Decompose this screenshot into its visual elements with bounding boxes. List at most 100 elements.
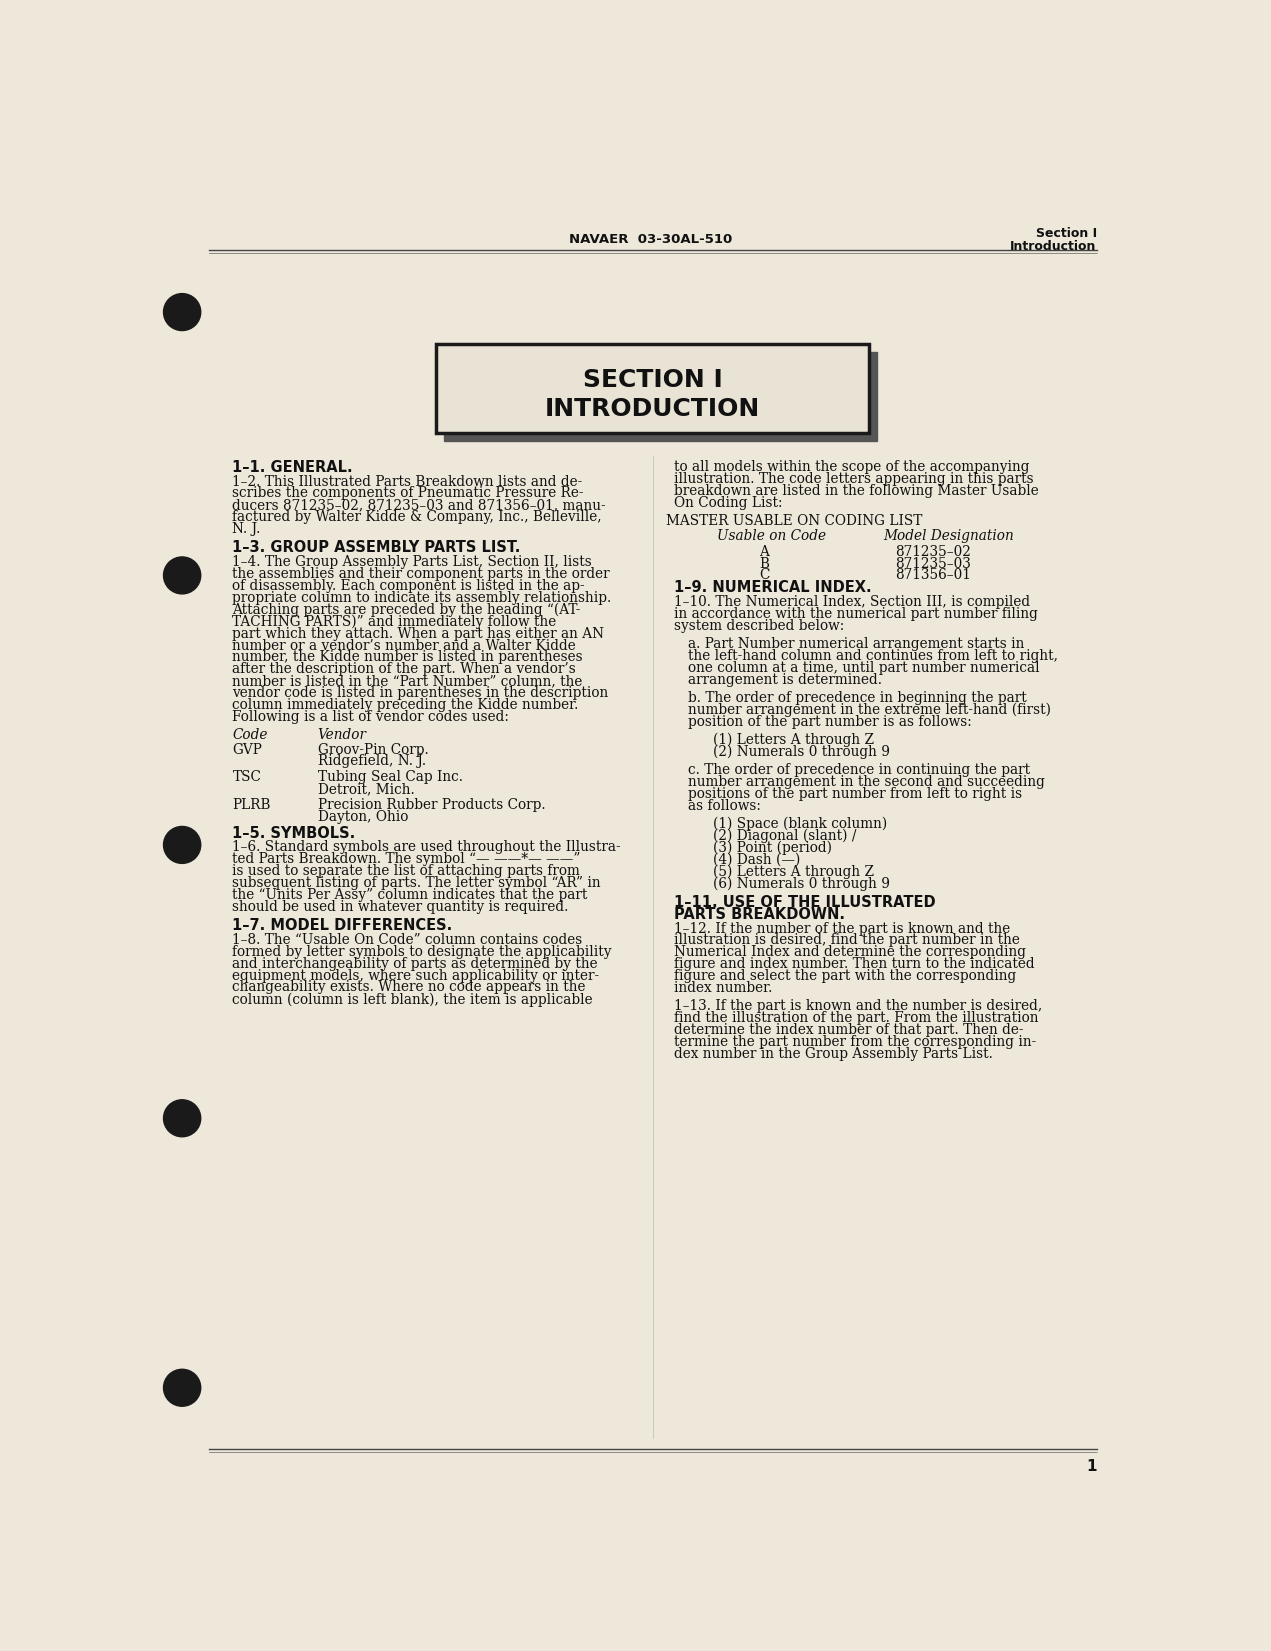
Text: in accordance with the numerical part number filing: in accordance with the numerical part nu… bbox=[674, 608, 1038, 621]
Text: Code: Code bbox=[233, 728, 268, 743]
Circle shape bbox=[164, 294, 201, 330]
Text: (2) Numerals 0 through 9: (2) Numerals 0 through 9 bbox=[713, 745, 890, 759]
Text: 1–13. If the part is known and the number is desired,: 1–13. If the part is known and the numbe… bbox=[674, 999, 1042, 1014]
Text: (2) Diagonal (slant) /: (2) Diagonal (slant) / bbox=[713, 829, 857, 844]
Text: 1–11. USE OF THE ILLUSTRATED: 1–11. USE OF THE ILLUSTRATED bbox=[674, 895, 935, 910]
Text: 1–4. The Group Assembly Parts List, Section II, lists: 1–4. The Group Assembly Parts List, Sect… bbox=[233, 555, 592, 570]
Text: (1) Letters A through Z: (1) Letters A through Z bbox=[713, 733, 874, 748]
Text: 1–3. GROUP ASSEMBLY PARTS LIST.: 1–3. GROUP ASSEMBLY PARTS LIST. bbox=[233, 540, 521, 555]
Text: Section I: Section I bbox=[1036, 228, 1097, 241]
Circle shape bbox=[164, 1100, 201, 1138]
Text: SECTION I: SECTION I bbox=[582, 368, 722, 391]
Text: 1–2. This Illustrated Parts Breakdown lists and de-: 1–2. This Illustrated Parts Breakdown li… bbox=[233, 474, 582, 489]
Text: 871235–02: 871235–02 bbox=[895, 545, 971, 558]
Text: position of the part number is as follows:: position of the part number is as follow… bbox=[688, 715, 972, 728]
Text: the “Units Per Assy” column indicates that the part: the “Units Per Assy” column indicates th… bbox=[233, 888, 588, 901]
Text: column (column is left blank), the item is applicable: column (column is left blank), the item … bbox=[233, 992, 594, 1007]
Text: Precision Rubber Products Corp.: Precision Rubber Products Corp. bbox=[318, 797, 545, 812]
Text: NAVAER  03-30AL-510: NAVAER 03-30AL-510 bbox=[569, 233, 732, 246]
Text: ted Parts Breakdown. The symbol “— ——*— ——”: ted Parts Breakdown. The symbol “— ——*— … bbox=[233, 852, 581, 867]
Text: B: B bbox=[760, 556, 769, 571]
Text: changeability exists. Where no code appears in the: changeability exists. Where no code appe… bbox=[233, 981, 586, 994]
Text: PARTS BREAKDOWN.: PARTS BREAKDOWN. bbox=[674, 906, 845, 921]
Text: number arrangement in the second and succeeding: number arrangement in the second and suc… bbox=[688, 774, 1045, 789]
Bar bbox=[444, 352, 877, 441]
Text: the left-hand column and continues from left to right,: the left-hand column and continues from … bbox=[688, 649, 1059, 664]
Text: to all models within the scope of the accompanying: to all models within the scope of the ac… bbox=[674, 461, 1030, 474]
Text: find the illustration of the part. From the illustration: find the illustration of the part. From … bbox=[674, 1012, 1038, 1025]
Text: (6) Numerals 0 through 9: (6) Numerals 0 through 9 bbox=[713, 877, 890, 892]
Text: 1–1. GENERAL.: 1–1. GENERAL. bbox=[233, 461, 353, 475]
Text: 871235–03: 871235–03 bbox=[895, 556, 971, 571]
Text: scribes the components of Pneumatic Pressure Re-: scribes the components of Pneumatic Pres… bbox=[233, 487, 583, 500]
Bar bbox=[436, 345, 869, 433]
Text: Attaching parts are preceded by the heading “(AT-: Attaching parts are preceded by the head… bbox=[233, 603, 581, 617]
Circle shape bbox=[164, 556, 201, 594]
Text: 1–12. If the number of the part is known and the: 1–12. If the number of the part is known… bbox=[674, 921, 1010, 936]
Text: INTRODUCTION: INTRODUCTION bbox=[545, 396, 760, 421]
Text: (4) Dash (—): (4) Dash (—) bbox=[713, 852, 801, 867]
Text: Dayton, Ohio: Dayton, Ohio bbox=[318, 811, 408, 824]
Text: illustration. The code letters appearing in this parts: illustration. The code letters appearing… bbox=[674, 472, 1033, 485]
Text: 1–10. The Numerical Index, Section III, is compiled: 1–10. The Numerical Index, Section III, … bbox=[674, 594, 1031, 609]
Text: number, the Kidde number is listed in parentheses: number, the Kidde number is listed in pa… bbox=[233, 650, 583, 664]
Text: breakdown are listed in the following Master Usable: breakdown are listed in the following Ma… bbox=[674, 484, 1038, 499]
Text: (1) Space (blank column): (1) Space (blank column) bbox=[713, 817, 887, 830]
Text: On Coding List:: On Coding List: bbox=[674, 495, 783, 510]
Text: Ridgefield, N. J.: Ridgefield, N. J. bbox=[318, 755, 426, 768]
Text: a. Part Number numerical arrangement starts in: a. Part Number numerical arrangement sta… bbox=[688, 637, 1024, 650]
Text: of disassembly. Each component is listed in the ap-: of disassembly. Each component is listed… bbox=[233, 580, 585, 593]
Circle shape bbox=[164, 1369, 201, 1407]
Text: termine the part number from the corresponding in-: termine the part number from the corresp… bbox=[674, 1035, 1036, 1048]
Text: 1–7. MODEL DIFFERENCES.: 1–7. MODEL DIFFERENCES. bbox=[233, 918, 452, 933]
Text: positions of the part number from left to right is: positions of the part number from left t… bbox=[688, 788, 1022, 801]
Text: figure and index number. Then turn to the indicated: figure and index number. Then turn to th… bbox=[674, 958, 1035, 971]
Text: 1–9. NUMERICAL INDEX.: 1–9. NUMERICAL INDEX. bbox=[674, 581, 872, 596]
Text: propriate column to indicate its assembly relationship.: propriate column to indicate its assembl… bbox=[233, 591, 611, 604]
Text: 871356–01: 871356–01 bbox=[895, 568, 971, 583]
Text: figure and select the part with the corresponding: figure and select the part with the corr… bbox=[674, 969, 1017, 984]
Text: dex number in the Group Assembly Parts List.: dex number in the Group Assembly Parts L… bbox=[674, 1047, 993, 1062]
Text: number arrangement in the extreme left-hand (first): number arrangement in the extreme left-h… bbox=[688, 703, 1051, 717]
Text: number or a vendor’s number and a Walter Kidde: number or a vendor’s number and a Walter… bbox=[233, 639, 576, 652]
Text: (5) Letters A through Z: (5) Letters A through Z bbox=[713, 865, 874, 878]
Text: Groov-Pin Corp.: Groov-Pin Corp. bbox=[318, 743, 428, 756]
Text: b. The order of precedence in beginning the part: b. The order of precedence in beginning … bbox=[688, 690, 1027, 705]
Text: Usable on Code: Usable on Code bbox=[717, 528, 826, 543]
Text: 1: 1 bbox=[1087, 1458, 1097, 1474]
Text: system described below:: system described below: bbox=[674, 619, 844, 632]
Text: Vendor: Vendor bbox=[318, 728, 367, 743]
Text: column immediately preceding the Kidde number.: column immediately preceding the Kidde n… bbox=[233, 698, 578, 712]
Text: MASTER USABLE ON CODING LIST: MASTER USABLE ON CODING LIST bbox=[666, 513, 923, 528]
Text: (3) Point (period): (3) Point (period) bbox=[713, 840, 833, 855]
Text: Detroit, Mich.: Detroit, Mich. bbox=[318, 783, 414, 796]
Text: GVP: GVP bbox=[233, 743, 262, 756]
Text: should be used in whatever quantity is required.: should be used in whatever quantity is r… bbox=[233, 900, 569, 915]
Text: determine the index number of that part. Then de-: determine the index number of that part.… bbox=[674, 1024, 1023, 1037]
Text: and interchangeability of parts as determined by the: and interchangeability of parts as deter… bbox=[233, 956, 599, 971]
Text: one column at a time, until part number numerical: one column at a time, until part number … bbox=[688, 660, 1040, 675]
Text: Tubing Seal Cap Inc.: Tubing Seal Cap Inc. bbox=[318, 771, 463, 784]
Text: is used to separate the list of attaching parts from: is used to separate the list of attachin… bbox=[233, 863, 581, 878]
Text: A: A bbox=[760, 545, 769, 558]
Text: c. The order of precedence in continuing the part: c. The order of precedence in continuing… bbox=[688, 763, 1031, 778]
Text: C: C bbox=[760, 568, 770, 583]
Text: arrangement is determined.: arrangement is determined. bbox=[688, 674, 882, 687]
Text: TSC: TSC bbox=[233, 771, 262, 784]
Text: as follows:: as follows: bbox=[688, 799, 761, 812]
Text: 1–6. Standard symbols are used throughout the Illustra-: 1–6. Standard symbols are used throughou… bbox=[233, 840, 622, 854]
Text: 1–5. SYMBOLS.: 1–5. SYMBOLS. bbox=[233, 826, 356, 840]
Text: ducers 871235–02, 871235–03 and 871356–01, manu-: ducers 871235–02, 871235–03 and 871356–0… bbox=[233, 499, 606, 512]
Text: Numerical Index and determine the corresponding: Numerical Index and determine the corres… bbox=[674, 946, 1026, 959]
Text: subsequent listing of parts. The letter symbol “AR” in: subsequent listing of parts. The letter … bbox=[233, 877, 601, 890]
Text: Introduction: Introduction bbox=[1010, 241, 1097, 254]
Text: TACHING PARTS)” and immediately follow the: TACHING PARTS)” and immediately follow t… bbox=[233, 614, 557, 629]
Text: PLRB: PLRB bbox=[233, 797, 271, 812]
Text: vendor code is listed in parentheses in the description: vendor code is listed in parentheses in … bbox=[233, 687, 609, 700]
Text: formed by letter symbols to designate the applicability: formed by letter symbols to designate th… bbox=[233, 944, 613, 959]
Text: equipment models, where such applicability or inter-: equipment models, where such applicabili… bbox=[233, 969, 600, 982]
Text: N. J.: N. J. bbox=[233, 522, 261, 537]
Text: part which they attach. When a part has either an AN: part which they attach. When a part has … bbox=[233, 627, 605, 641]
Text: Model Designation: Model Designation bbox=[883, 528, 1014, 543]
Circle shape bbox=[164, 827, 201, 863]
